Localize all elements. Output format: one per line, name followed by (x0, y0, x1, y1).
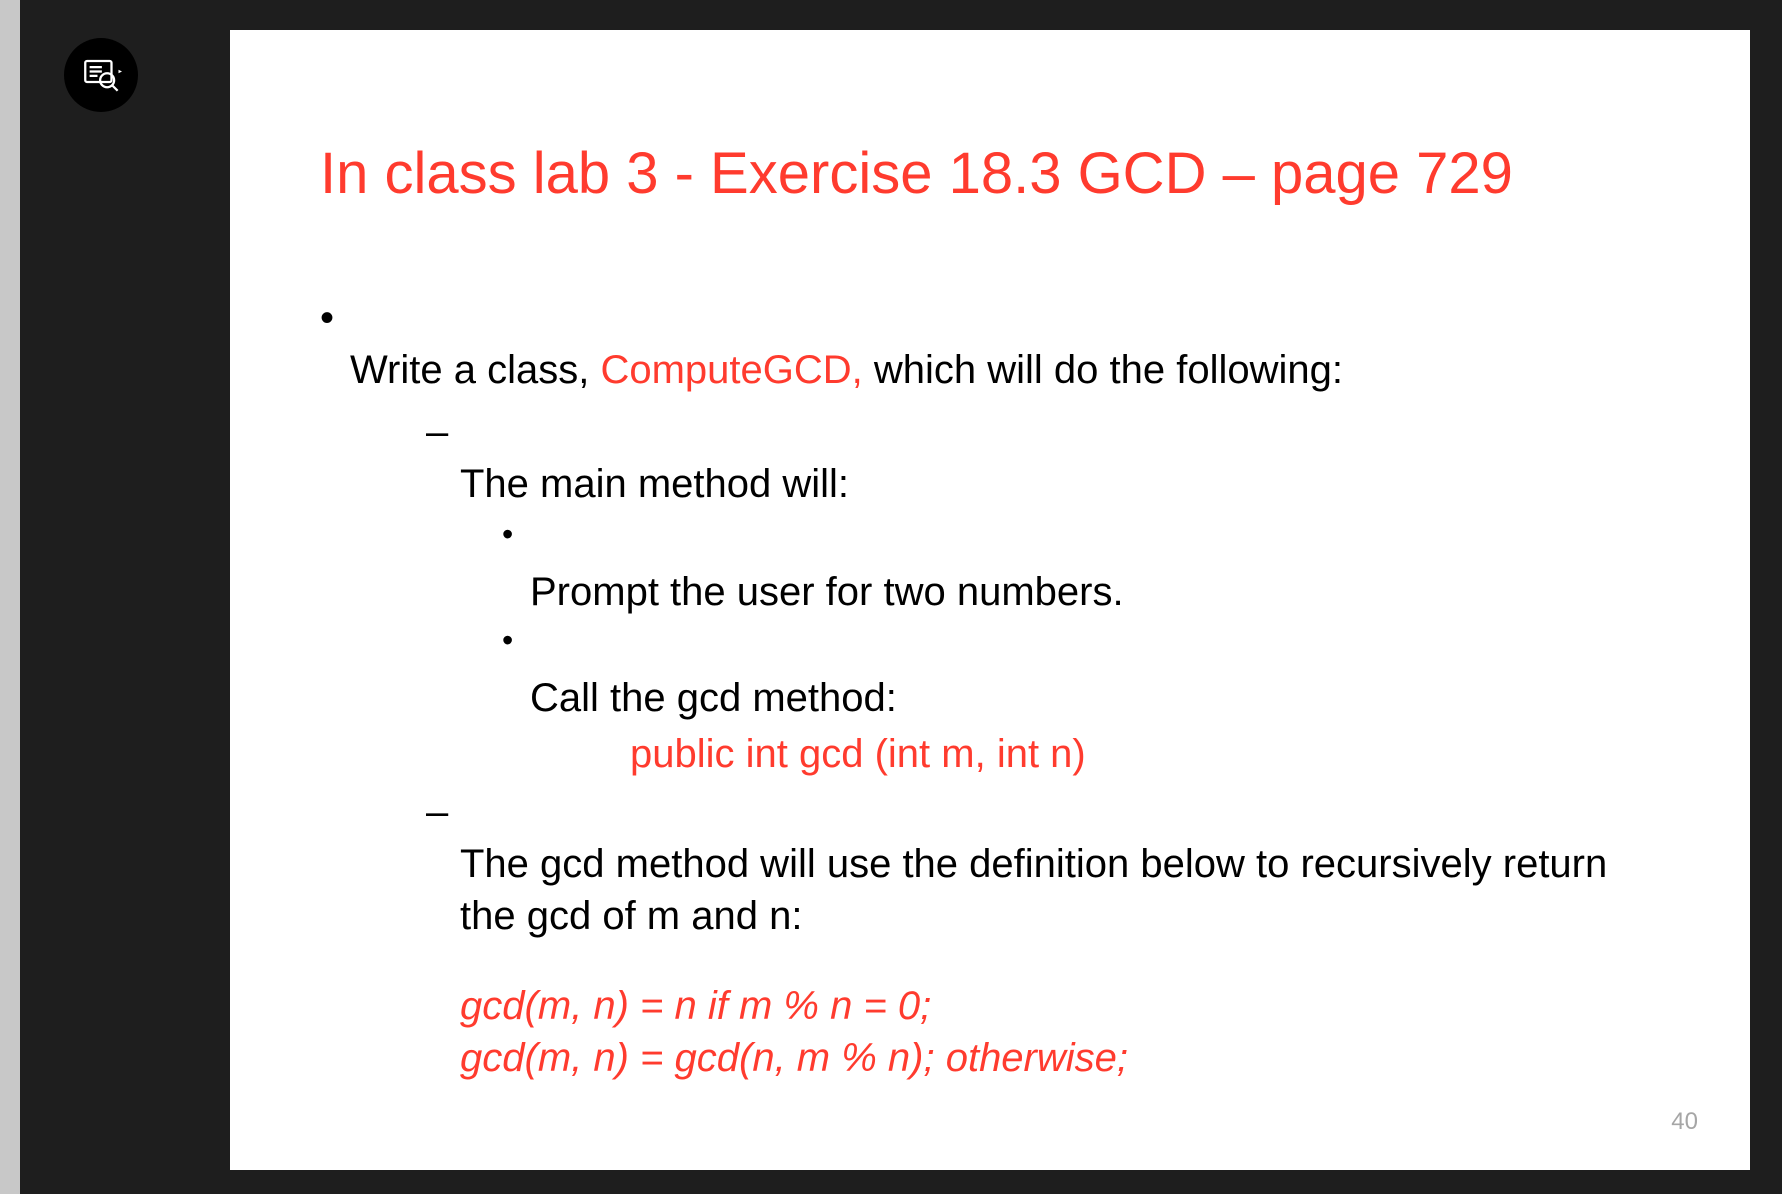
text: Write a class, (350, 348, 600, 392)
sub-item: The main method will: Prompt the user fo… (460, 406, 1656, 782)
slide: In class lab 3 - Exercise 18.3 GCD – pag… (230, 30, 1750, 1170)
text: which will do the following: (863, 348, 1343, 392)
text: The main method will: (460, 462, 849, 506)
viewer-frame: In class lab 3 - Exercise 18.3 GCD – pag… (20, 0, 1782, 1194)
slide-title: In class lab 3 - Exercise 18.3 GCD – pag… (320, 140, 1660, 207)
code-signature: public int gcd (int m, int n) (530, 728, 1648, 780)
bullet-item: Write a class, ComputeGCD, which will do… (350, 292, 1660, 1084)
defn-line: gcd(m, n) = gcd(n, m % n); otherwise; (460, 1032, 1656, 1084)
text: The gcd method will use the definition b… (460, 838, 1652, 942)
gcd-definition: gcd(m, n) = n if m % n = 0; gcd(m, n) = … (350, 980, 1656, 1084)
class-name: ComputeGCD, (600, 348, 862, 392)
subsub-item: Call the gcd method: public int gcd (int… (530, 620, 1652, 780)
sub-item: The gcd method will use the definition b… (460, 786, 1656, 942)
subsub-item: Prompt the user for two numbers. (530, 514, 1652, 618)
presenter-view-icon (80, 54, 122, 96)
presenter-view-button[interactable] (64, 38, 138, 112)
slide-content: Write a class, ComputeGCD, which will do… (320, 292, 1660, 1084)
text: Prompt the user for two numbers. (530, 566, 1648, 618)
page-number: 40 (1671, 1108, 1698, 1136)
text: Call the gcd method: (530, 676, 897, 720)
defn-line: gcd(m, n) = n if m % n = 0; (460, 980, 1656, 1032)
